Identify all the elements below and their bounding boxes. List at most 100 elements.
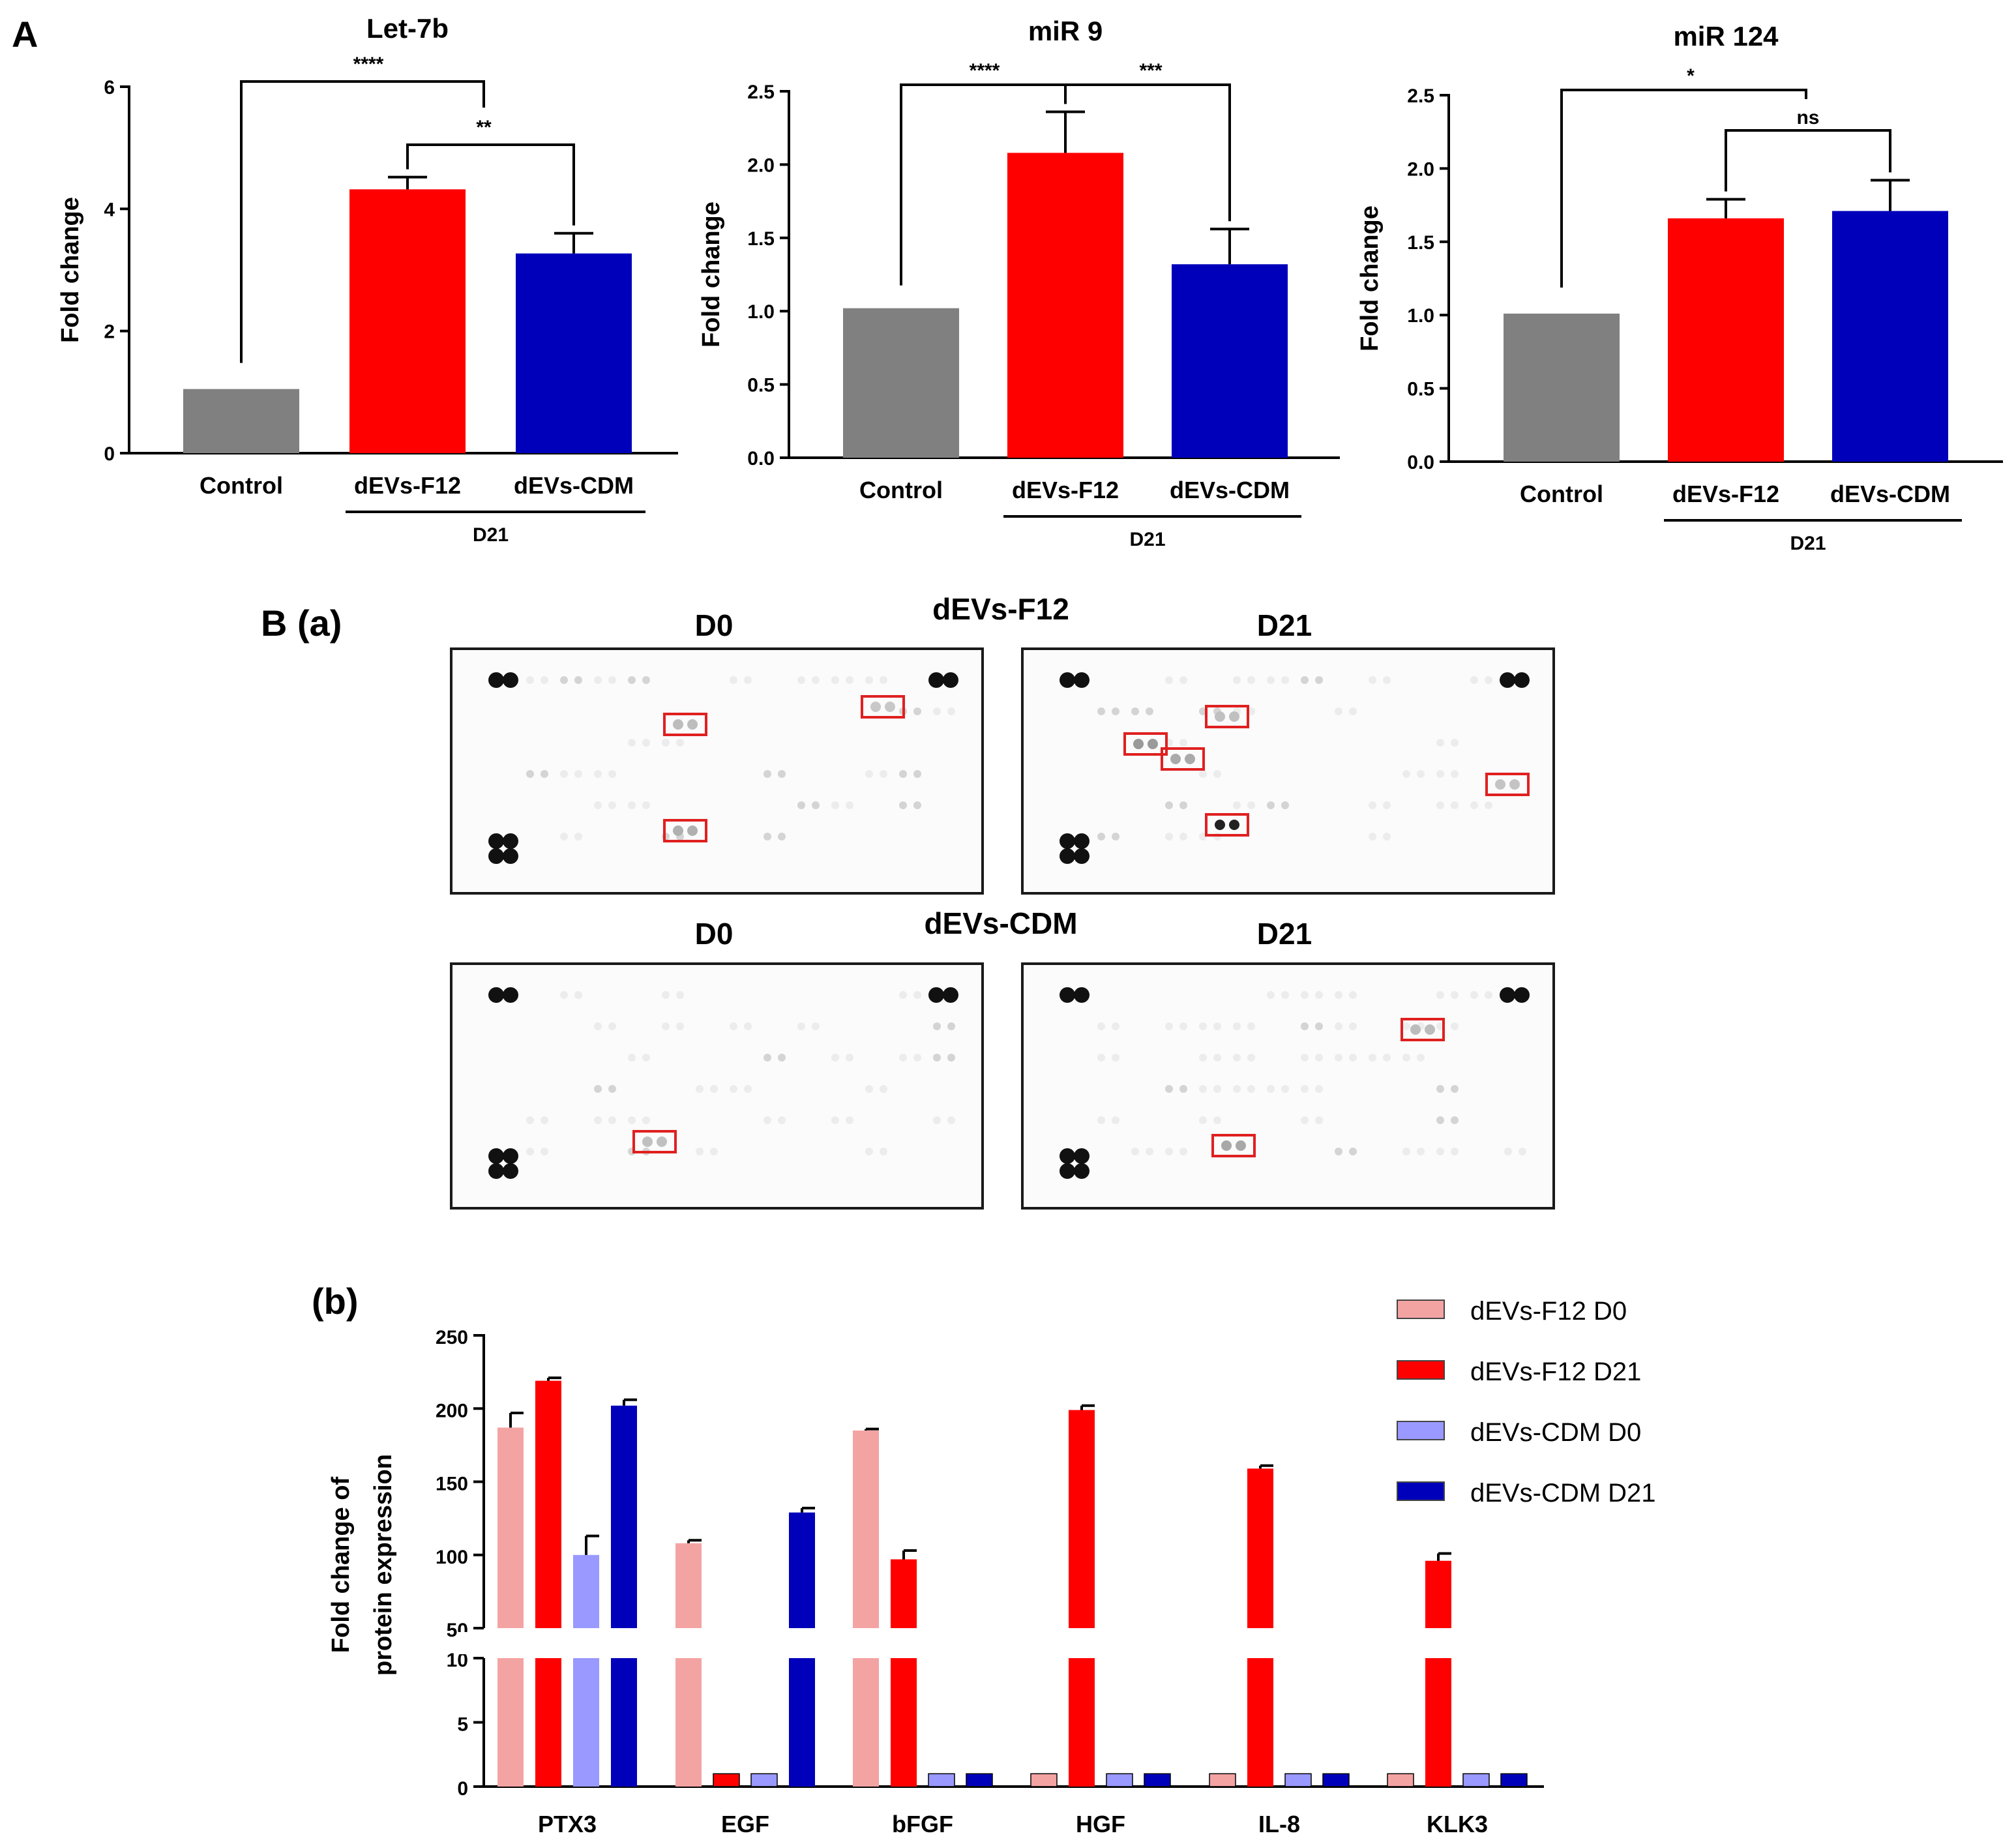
highlighted-spot (657, 1136, 667, 1147)
blot-cdm-d0-label: D0 (695, 917, 734, 951)
highlighted-spot (642, 1136, 653, 1147)
array-spot (526, 770, 534, 778)
highlighted-spot (673, 825, 683, 836)
array-spot (831, 676, 839, 684)
array-spot (1335, 707, 1342, 715)
array-spot (1281, 801, 1289, 809)
array-spot (778, 770, 786, 778)
chart1-sig-bracket (406, 143, 575, 226)
array-spot (1349, 707, 1357, 715)
array-spot (797, 801, 805, 809)
chart2-group-label: D21 (1129, 529, 1165, 550)
reference-spot (503, 848, 518, 864)
array-spot (1247, 676, 1255, 684)
array-spot (1436, 1085, 1444, 1093)
chartB-legend-label: dEVs-F12 D0 (1470, 1297, 1627, 1326)
array-spot (1485, 991, 1492, 999)
array-spot (1199, 1085, 1207, 1093)
chartB-category-label: bFGF (892, 1811, 953, 1837)
array-spot (1436, 991, 1444, 999)
array-spot (947, 1054, 955, 1062)
array-spot (526, 676, 534, 684)
array-spot (744, 1085, 752, 1093)
chart2-ytick-label: 2.5 (747, 82, 775, 103)
reference-spot (1074, 848, 1090, 864)
chart2-ytick-label: 0.5 (747, 375, 775, 396)
chartB-legend-swatch (1397, 1360, 1445, 1380)
chartB-category-label: EGF (721, 1811, 769, 1837)
array-spot (1213, 770, 1221, 778)
array-spot (1199, 1054, 1207, 1062)
chartB-bar-upper (611, 1405, 637, 1628)
array-spot (812, 801, 820, 809)
array-spot (880, 1148, 887, 1155)
chartB-bar-lower (675, 1658, 702, 1787)
reference-spot (503, 672, 518, 688)
array-spot (1335, 1022, 1342, 1030)
chartB-ytick-label: 5 (457, 1714, 468, 1736)
array-spot (933, 1054, 941, 1062)
array-spot (899, 770, 907, 778)
chartB-legend-label: dEVs-CDM D0 (1470, 1418, 1641, 1447)
array-spot (1417, 1054, 1425, 1062)
reference-spot (1060, 848, 1075, 864)
reference-spot (488, 1148, 504, 1164)
chart2-ytick-label: 2.0 (747, 155, 775, 176)
array-spot (865, 1148, 873, 1155)
array-spot (642, 1054, 650, 1062)
chartB-bar-lower (1069, 1658, 1095, 1787)
array-spot (642, 739, 650, 747)
array-spot (1335, 991, 1342, 999)
array-spot (778, 1116, 786, 1124)
array-spot (574, 991, 582, 999)
array-spot (778, 833, 786, 840)
chartB-ytick-label: 200 (436, 1400, 468, 1421)
array-spot (1165, 1022, 1173, 1030)
chart1-category-label: Control (200, 472, 283, 499)
chartB-bar-upper (1247, 1468, 1273, 1628)
chart2-category-label: dEVs-F12 (1012, 477, 1119, 503)
highlight-box (1123, 732, 1168, 756)
reference-spot (1514, 987, 1530, 1003)
chart3-ytick-label: 0.5 (1407, 379, 1434, 400)
chart3-bar-2 (1832, 211, 1948, 462)
chartB-bar-upper (1425, 1560, 1451, 1628)
highlighted-spot (885, 702, 895, 712)
chartB-bar-upper (853, 1430, 879, 1628)
chart2-bar-2 (1172, 264, 1288, 458)
blot-f12-d21-membrane (1021, 647, 1555, 895)
array-spot (1485, 676, 1492, 684)
chart2-sig-label: **** (970, 60, 1000, 82)
chartB-bar (750, 1773, 778, 1787)
reference-spot (928, 987, 944, 1003)
reference-spot (1060, 833, 1075, 849)
array-spot (880, 676, 887, 684)
chartB-bar (966, 1773, 993, 1787)
chart2-category-label: Control (859, 477, 943, 503)
array-spot (1097, 1054, 1105, 1062)
chartB-category-label: KLK3 (1427, 1811, 1488, 1837)
chartB-bar-lower (789, 1658, 815, 1787)
blot-f12-title: dEVs-F12 (932, 592, 1069, 626)
array-spot (662, 991, 670, 999)
reference-spot (488, 987, 504, 1003)
chart3-category-label: Control (1520, 481, 1603, 507)
panel-b-sub-label: (b) (312, 1281, 359, 1322)
array-spot (1417, 1148, 1425, 1155)
array-spot (1519, 1148, 1526, 1155)
array-spot (1485, 801, 1492, 809)
array-spot (880, 1085, 887, 1093)
array-spot (1233, 676, 1241, 684)
array-spot (1315, 1022, 1323, 1030)
chartB-bar (1030, 1773, 1058, 1787)
array-spot (797, 1022, 805, 1030)
highlighted-spot (1229, 711, 1239, 722)
array-spot (1301, 991, 1309, 999)
chartB-ytick-label: 100 (436, 1547, 468, 1568)
array-spot (1267, 676, 1275, 684)
chart1-category-label: dEVs-F12 (354, 472, 461, 499)
chart2-sig-bracket (1065, 83, 1231, 222)
chartB-bar-lower (611, 1658, 637, 1787)
array-spot (1470, 676, 1478, 684)
array-spot (763, 770, 771, 778)
